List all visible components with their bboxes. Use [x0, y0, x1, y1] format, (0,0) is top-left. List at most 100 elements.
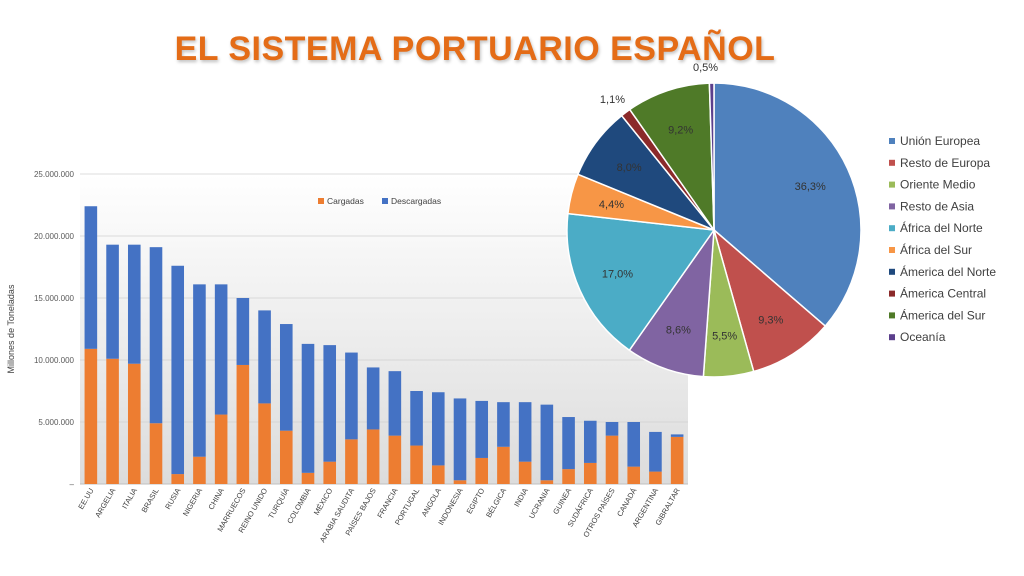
- bar-descargadas: [431, 392, 445, 466]
- y-tick-label: 15.000.000: [34, 294, 75, 303]
- bar-cargadas: [236, 364, 250, 484]
- pie-data-label: 9,3%: [758, 314, 783, 326]
- bar-descargadas: [583, 420, 597, 463]
- pie-legend-label: Resto de Asia: [900, 199, 974, 213]
- pie-legend-label: Resto de Europa: [900, 156, 990, 170]
- pie-legend-swatch: [889, 138, 895, 144]
- pie-data-label: 0,5%: [693, 62, 718, 74]
- pie-legend-swatch: [889, 203, 895, 210]
- pie-chart: 36,3% 9,3% 5,5% 8,6% 17,0% 4,4% 8,0% 1,1% 9,2% 0,…: [566, 62, 996, 378]
- pie-legend-label: Ámerica del Norte: [900, 264, 996, 279]
- bar-cargadas: [345, 439, 358, 484]
- x-tick-label: BÉLGICA: [484, 487, 508, 520]
- pie-slice: [712, 227, 827, 373]
- y-tick-label: –: [70, 480, 75, 489]
- x-tick-label: GUINEA: [551, 487, 573, 516]
- pie-data-label: 17,0%: [602, 268, 633, 280]
- bar-cargadas: [84, 348, 98, 484]
- bar-cargadas: [366, 429, 380, 484]
- bar-cargadas: [475, 457, 489, 484]
- pie-legend-label: Oriente Medio: [900, 178, 976, 192]
- bar-cargadas: [562, 469, 575, 484]
- bar-descargadas: [627, 422, 641, 467]
- bar-cargadas: [149, 423, 163, 484]
- pie-legend-swatch: [889, 159, 895, 166]
- bar-descargadas: [453, 398, 467, 481]
- pie-legend-label: Oceanía: [900, 330, 946, 344]
- x-tick-label: ANGOLA: [420, 487, 443, 519]
- bar-cargadas: [431, 465, 445, 484]
- bar-descargadas: [214, 284, 228, 415]
- pie-legend-label: África del Norte: [900, 220, 983, 235]
- bar-descargadas: [366, 367, 380, 430]
- bar-cargadas: [605, 435, 619, 484]
- y-axis-title: Millones de Toneladas: [6, 284, 16, 373]
- bar-descargadas: [127, 244, 141, 364]
- x-tick-label: NIGERIA: [181, 487, 204, 518]
- x-tick-label: INDIA: [512, 487, 530, 509]
- bar-descargadas: [605, 422, 619, 436]
- pie-legend-label: Ámerica del Sur: [900, 307, 985, 322]
- pie-legend-swatch: [889, 268, 895, 275]
- bar-descargadas: [106, 244, 119, 359]
- bar-cargadas: [540, 480, 554, 484]
- pie-data-label: 8,0%: [617, 162, 642, 174]
- pie-data-label: 8,6%: [666, 325, 691, 337]
- bar-descargadas: [193, 284, 206, 457]
- pie-slice: [628, 82, 715, 233]
- pie-legend-swatch: [889, 225, 895, 232]
- pie-legend-label: África del Sur: [900, 242, 972, 257]
- x-tick-label: EGIPTO: [465, 486, 487, 515]
- pie-legend-swatch: [889, 290, 895, 297]
- bar-cargadas: [497, 446, 510, 484]
- bar-descargadas: [497, 402, 510, 447]
- x-tick-label: MÉXICO: [312, 486, 335, 516]
- x-tick-label: RUSIA: [163, 487, 182, 511]
- bar-cargadas: [214, 414, 228, 484]
- pie-legend-swatch: [889, 334, 895, 341]
- bar-cargadas: [279, 430, 293, 484]
- pie-legend-label: Ámerica Central: [900, 286, 986, 301]
- pie-slice: [713, 82, 862, 328]
- legend-label: Descargadas: [391, 196, 441, 206]
- x-tick-label: ITALIA: [120, 487, 139, 511]
- bar-descargadas: [84, 206, 98, 349]
- bar-descargadas: [279, 324, 293, 431]
- bar-descargadas: [670, 434, 684, 437]
- bar-cargadas: [627, 466, 641, 484]
- pie-data-label: 5,5%: [712, 330, 737, 342]
- bar-descargadas: [345, 352, 358, 440]
- legend-label: Cargadas: [327, 196, 364, 206]
- pie-data-label: 4,4%: [599, 199, 624, 211]
- bar-descargadas: [540, 404, 554, 481]
- bar-cargadas: [106, 358, 119, 484]
- pie-data-label: 36,3%: [795, 181, 826, 193]
- bar-cargadas: [518, 461, 532, 484]
- bar-descargadas: [171, 265, 185, 475]
- bar-cargadas: [127, 363, 141, 484]
- y-tick-label: 10.000.000: [34, 356, 75, 365]
- bar-descargadas: [258, 310, 271, 404]
- bar-cargadas: [258, 403, 271, 484]
- bar-descargadas: [149, 247, 163, 424]
- y-tick-label: 25.000.000: [34, 170, 75, 179]
- bar-descargadas: [301, 343, 315, 473]
- bar-descargadas: [562, 417, 575, 470]
- bar-cargadas: [453, 480, 467, 484]
- x-tick-label: FRANCIA: [375, 487, 399, 520]
- x-tick-label: CHINA: [206, 487, 225, 512]
- bar-cargadas: [388, 435, 402, 484]
- x-tick-label: BRASIL: [140, 487, 161, 515]
- bar-cargadas: [193, 456, 206, 484]
- pie-legend-swatch: [889, 247, 895, 253]
- bar-cargadas: [670, 436, 684, 484]
- bar-cargadas: [410, 445, 423, 484]
- legend-swatch: [382, 198, 388, 204]
- x-tick-label: EE.UU: [76, 487, 95, 511]
- x-tick-label: CANADÁ: [615, 487, 638, 519]
- bar-cargadas: [171, 474, 185, 484]
- bar-descargadas: [518, 402, 532, 462]
- y-tick-label: 20.000.000: [34, 232, 75, 241]
- bar-descargadas: [410, 391, 423, 446]
